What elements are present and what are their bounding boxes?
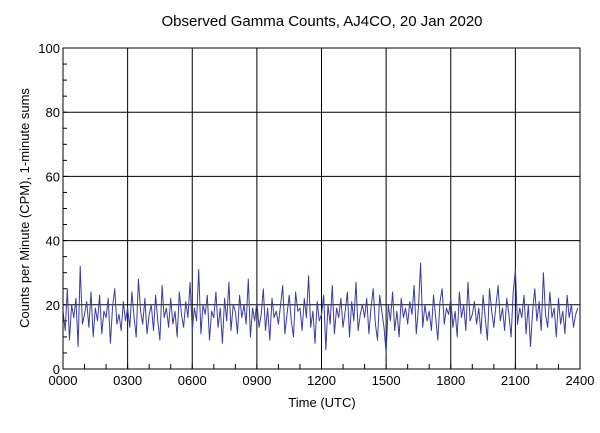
- y-tick-label: 0: [53, 362, 60, 377]
- y-tick-label: 80: [46, 105, 60, 120]
- y-tick-label: 60: [46, 169, 60, 184]
- y-tick-label: 20: [46, 298, 60, 313]
- x-tick-label: 0900: [242, 373, 271, 388]
- grid-lines: [62, 47, 581, 370]
- chart-title: Observed Gamma Counts, AJ4CO, 20 Jan 202…: [162, 13, 483, 30]
- x-tick-label: 1800: [436, 373, 465, 388]
- x-axis-label: Time (UTC): [288, 395, 355, 410]
- x-tick-label: 0000: [49, 373, 78, 388]
- x-tick-label: 0600: [178, 373, 207, 388]
- y-tick-label: 40: [46, 234, 60, 249]
- x-tick-label: 1500: [372, 373, 401, 388]
- x-tick-label: 1200: [307, 373, 336, 388]
- y-axis-label: Counts per Minute (CPM), 1-minute sums: [17, 88, 32, 328]
- data-line-cpm: [62, 262, 579, 354]
- x-tick-label: 2400: [566, 373, 595, 388]
- plot-frame: [62, 47, 581, 370]
- x-tick-label: 0300: [113, 373, 142, 388]
- y-tick-label: 100: [38, 41, 60, 56]
- x-tick-label: 2100: [501, 373, 530, 388]
- tick-labels: 0000 0300 0600 0900 1200 1500 1800 2100 2400 0 20 4…: [38, 41, 594, 388]
